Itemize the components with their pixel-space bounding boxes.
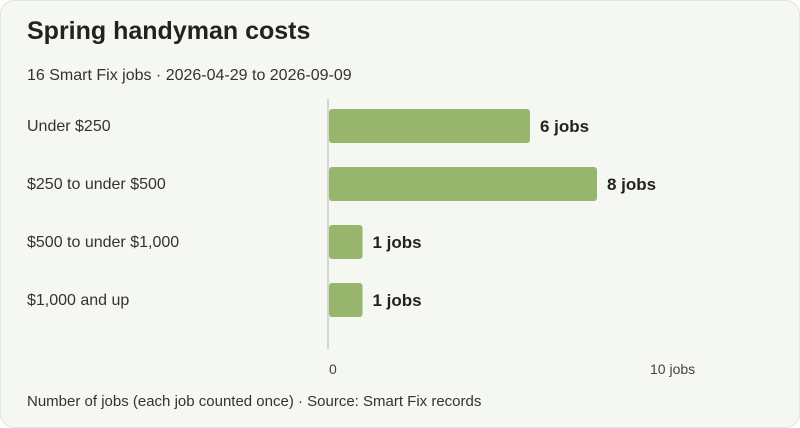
x-tick-label: 10 jobs: [650, 361, 695, 377]
bar: [329, 283, 363, 317]
bar-value-label: 8 jobs: [607, 175, 656, 194]
x-tick-label: 0: [329, 361, 337, 377]
bar-value-label: 1 jobs: [373, 233, 422, 252]
bar: [329, 167, 597, 201]
bar-value-label: 6 jobs: [540, 117, 589, 136]
bar-value-label: 1 jobs: [373, 291, 422, 310]
bars-layer: Under $250 6 jobs $250 to under $500 8 jobs…: [27, 99, 695, 377]
category-label: $1,000 and up: [27, 292, 129, 309]
chart-title: Spring handyman costs: [27, 17, 311, 45]
category-label: $500 to under $1,000: [27, 234, 179, 251]
category-label: $250 to under $500: [27, 176, 166, 193]
chart-footnote: Number of jobs (each job counted once) ·…: [27, 393, 482, 410]
category-label: Under $250: [27, 118, 111, 135]
chart-subtitle: 16 Smart Fix jobs · 2026-04-29 to 2026-0…: [27, 67, 352, 84]
bar: [329, 109, 530, 143]
bar: [329, 225, 363, 259]
